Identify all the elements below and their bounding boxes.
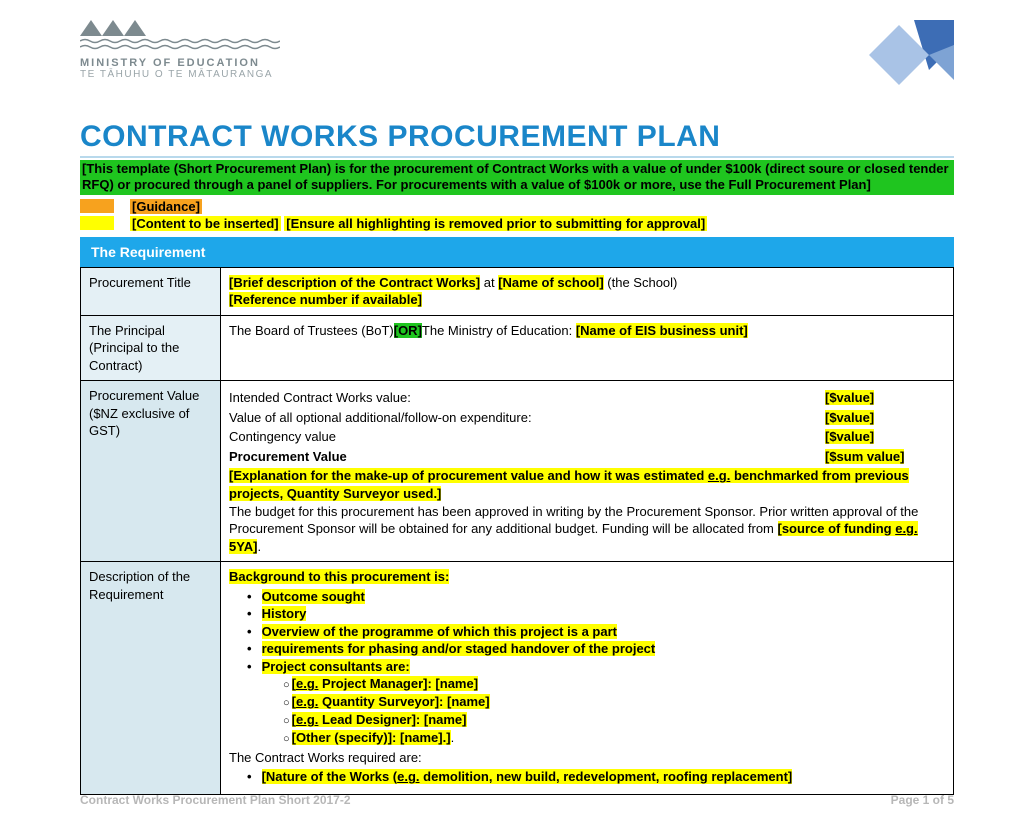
field-value: [$value]: [825, 410, 874, 425]
list-item: requirements for phasing and/or staged h…: [262, 641, 656, 656]
or-marker: [OR]: [394, 323, 422, 338]
consultant-item: [e.g. Project Manager]: [name]: [292, 676, 478, 691]
row-label: The Principal (Principal to the Contract…: [81, 315, 221, 381]
table-row: Procurement Title [Brief description of …: [81, 267, 954, 315]
header: MINISTRY OF EDUCATION TE TĀHUHU O TE MĀT…: [80, 20, 954, 100]
text: Lead Designer]: [name]: [318, 712, 466, 727]
logo-triangles-icon: [80, 20, 280, 36]
text: demolition, new build, redevelopment, ro…: [420, 769, 793, 784]
text: 5YA]: [229, 539, 257, 554]
eg-marker: e.g.: [296, 694, 318, 709]
text: The Ministry of Education:: [422, 323, 576, 338]
table-row: The Principal (Principal to the Contract…: [81, 315, 954, 381]
field-value: [$value]: [825, 390, 874, 405]
table-row: Procurement Value ($NZ exclusive of GST)…: [81, 381, 954, 562]
swatch-yellow-icon: [80, 216, 114, 230]
legend-guidance-label: [Guidance]: [130, 199, 202, 214]
text: [Explanation for the make-up of procurem…: [229, 468, 708, 483]
contract-works-list: [Nature of the Works (e.g. demolition, n…: [229, 768, 945, 786]
requirement-table: Procurement Title [Brief description of …: [80, 267, 954, 795]
eg-marker: e.g.: [296, 712, 318, 727]
row-content: [Brief description of the Contract Works…: [221, 267, 954, 315]
eg-marker: e.g.: [397, 769, 419, 784]
footer: Contract Works Procurement Plan Short 20…: [80, 793, 954, 807]
intro-note: [This template (Short Procurement Plan) …: [80, 160, 954, 195]
background-list: Outcome sought History Overview of the p…: [229, 588, 945, 747]
value-label: Intended Contract Works value:: [229, 389, 825, 407]
text: The Board of Trustees (BoT): [229, 323, 394, 338]
footer-right: Page 1 of 5: [891, 793, 954, 807]
logo-text-line1: MINISTRY OF EDUCATION: [80, 57, 280, 69]
text: (the School): [604, 275, 678, 290]
field-value: [$value]: [825, 429, 874, 444]
legend-guidance: [Guidance]: [80, 199, 954, 214]
legend-content-label1: [Content to be inserted]: [130, 216, 281, 231]
list-item: Project consultants are:: [262, 659, 410, 674]
text: .: [451, 730, 455, 745]
value-label: Contingency value: [229, 428, 825, 446]
text: .: [257, 539, 261, 554]
row-label: Procurement Title: [81, 267, 221, 315]
table-row: Description of the Requirement Backgroun…: [81, 562, 954, 795]
corner-diamond-icon: [844, 20, 954, 100]
row-label: Description of the Requirement: [81, 562, 221, 795]
consultant-item: [e.g. Quantity Surveyor]: [name]: [292, 694, 490, 709]
field-eis-unit: [Name of EIS business unit]: [576, 323, 748, 338]
legend-content: [Content to be inserted] [Ensure all hig…: [80, 216, 954, 231]
value-label: Value of all optional additional/follow-…: [229, 409, 825, 427]
background-heading: Background to this procurement is:: [229, 569, 449, 584]
field-ref-number: [Reference number if available]: [229, 292, 422, 307]
field-sum-value: [$sum value]: [825, 449, 904, 464]
consultant-item: [Other (specify)]: [name].]: [292, 730, 451, 745]
section-header: The Requirement: [80, 237, 954, 267]
footer-left: Contract Works Procurement Plan Short 20…: [80, 793, 351, 807]
explanation-field: [Explanation for the make-up of procurem…: [229, 468, 909, 501]
logo-waves-icon: [80, 38, 280, 53]
text: at: [480, 275, 498, 290]
text: [Nature of the Works (: [262, 769, 398, 784]
row-content: Background to this procurement is: Outco…: [221, 562, 954, 795]
list-item: History: [262, 606, 307, 621]
nature-of-works-field: [Nature of the Works (e.g. demolition, n…: [262, 769, 793, 784]
logo-text-line2: TE TĀHUHU O TE MĀTAURANGA: [80, 69, 280, 80]
swatch-orange-icon: [80, 199, 114, 213]
eg-marker: e.g.: [708, 468, 730, 483]
consultants-list: [e.g. Project Manager]: [name] [e.g. Qua…: [247, 675, 945, 746]
field-brief-desc: [Brief description of the Contract Works…: [229, 275, 480, 290]
eg-marker: e.g.: [296, 676, 318, 691]
eg-marker: e.g.: [895, 521, 917, 536]
consultant-item: [e.g. Lead Designer]: [name]: [292, 712, 467, 727]
row-content: The Board of Trustees (BoT)[OR]The Minis…: [221, 315, 954, 381]
value-label: Procurement Value: [229, 448, 825, 466]
row-label: Procurement Value ($NZ exclusive of GST): [81, 381, 221, 562]
text: [source of funding: [778, 521, 896, 536]
text: Project Manager]: [name]: [318, 676, 478, 691]
row-content: Intended Contract Works value:[$value] V…: [221, 381, 954, 562]
legend-content-label2: [Ensure all highlighting is removed prio…: [284, 216, 707, 231]
list-item: Overview of the programme of which this …: [262, 624, 617, 639]
field-school-name: [Name of school]: [498, 275, 603, 290]
list-item: Outcome sought: [262, 589, 365, 604]
ministry-logo: MINISTRY OF EDUCATION TE TĀHUHU O TE MĀT…: [80, 20, 280, 80]
text: Quantity Surveyor]: [name]: [318, 694, 489, 709]
contract-works-heading: The Contract Works required are:: [229, 750, 422, 765]
page-title: CONTRACT WORKS PROCUREMENT PLAN: [80, 120, 954, 158]
